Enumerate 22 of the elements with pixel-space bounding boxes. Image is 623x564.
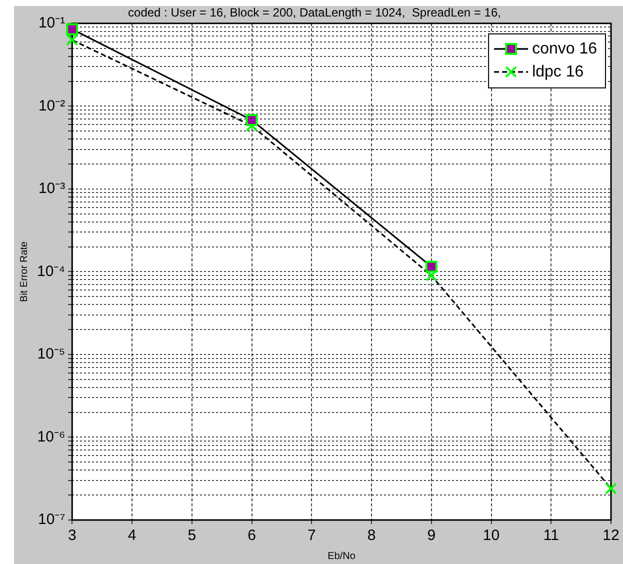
y-axis-title: Bit Error Rate (18, 240, 30, 302)
x-tick-label: 5 (188, 527, 196, 544)
x-axis-title: Eb/No (328, 550, 356, 562)
y-tick-label: 10⁻⁶ (37, 428, 66, 446)
y-tick-label: 10⁻¹ (38, 14, 66, 32)
x-tick-label: 6 (248, 527, 256, 544)
y-tick-label: 10⁻³ (38, 180, 66, 198)
y-tick-label: 10⁻⁷ (38, 511, 66, 528)
x-tick-label: 7 (307, 527, 316, 544)
x-tick-label: 8 (367, 527, 376, 544)
x-tick-label: 3 (68, 527, 76, 544)
y-tick-label: 10⁻⁵ (37, 346, 66, 363)
x-tick-label: 9 (427, 527, 436, 544)
y-tick-label: 10⁻² (38, 97, 66, 114)
x-tick-label: 10 (482, 527, 500, 544)
legend-label: ldpc 16 (532, 63, 584, 80)
legend-label: convo 16 (532, 40, 598, 58)
x-tick-label: 12 (602, 527, 620, 544)
y-tick-label: 10⁻⁴ (36, 262, 66, 280)
chart-subtitle: coded : User = 16, Block = 200, DataLength = 1024, SpreadLen = 16, (128, 6, 501, 20)
x-tick-label: 11 (543, 527, 559, 544)
x-tick-label: 4 (128, 527, 136, 544)
